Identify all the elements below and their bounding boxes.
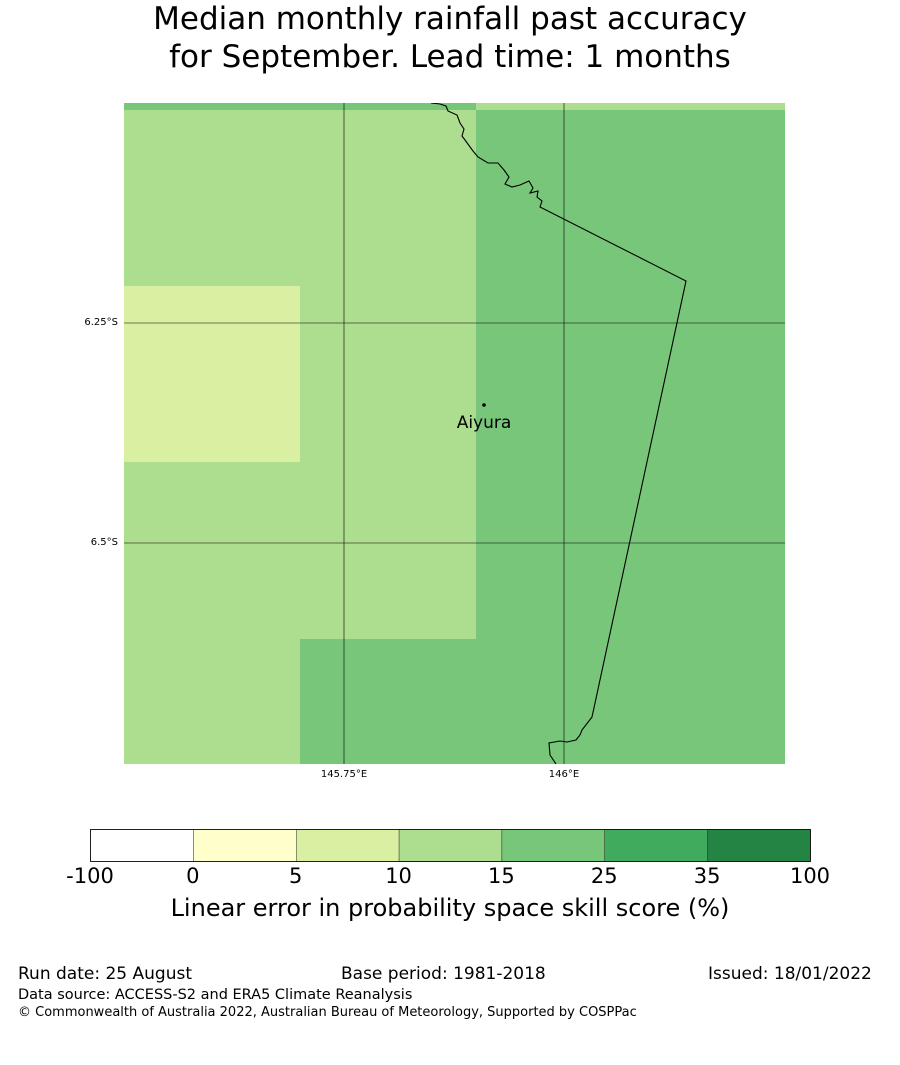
colorbar-outline — [90, 829, 811, 862]
colorbar-tick-label: 35 — [693, 864, 721, 888]
copyright: © Commonwealth of Australia 2022, Austra… — [18, 1005, 637, 1020]
colorbar-segment-0 — [90, 829, 194, 862]
map-cell-west — [124, 286, 300, 462]
title-line-1: Median monthly rainfall past accuracy — [153, 1, 747, 37]
colorbar-tick-label: 100 — [789, 864, 831, 888]
map-cell-top-right-strip — [476, 103, 785, 110]
map-cell-top-left-strip — [124, 103, 476, 110]
colorbar-tick-label: 5 — [289, 864, 303, 888]
base-period: Base period: 1981-2018 — [341, 964, 546, 984]
place-marker — [482, 403, 486, 407]
issued-date: Issued: 18/01/2022 — [708, 964, 872, 984]
colorbar-segment-5 — [604, 829, 708, 862]
colorbar-tick-label: 10 — [385, 864, 412, 888]
colorbar-segment-3 — [398, 829, 503, 862]
colorbar-segment-4 — [501, 829, 605, 862]
skill-map: Aiyura — [124, 103, 785, 764]
colorbar-tick-label: 0 — [186, 864, 200, 888]
map-cell-east — [476, 110, 785, 764]
lon-label-145-75: 145.75°E — [320, 769, 368, 780]
title-line-2: for September. Lead time: 1 months — [169, 39, 731, 75]
province-boundary — [430, 103, 687, 764]
colorbar-label: Linear error in probability space skill … — [170, 894, 730, 922]
run-date: Run date: 25 August — [18, 964, 192, 984]
lat-label-6-5: 6.5°S — [90, 537, 118, 548]
colorbar — [90, 829, 811, 862]
colorbar-segment-1 — [193, 829, 297, 862]
colorbar-segment-2 — [296, 829, 400, 862]
chart-title: Median monthly rainfall past accuracy fo… — [0, 0, 900, 76]
colorbar-tick-label: 25 — [590, 864, 618, 888]
map-cell-south — [300, 639, 476, 764]
colorbar-tick-label: 15 — [488, 864, 515, 888]
lat-label-6-25: 6.25°S — [84, 317, 118, 328]
lon-label-146: 146°E — [548, 769, 580, 780]
colorbar-segment-6 — [707, 829, 811, 862]
data-source: Data source: ACCESS-S2 and ERA5 Climate … — [18, 987, 413, 1003]
colorbar-tick-label: -100 — [66, 864, 114, 888]
place-label: Aiyura — [457, 413, 512, 433]
